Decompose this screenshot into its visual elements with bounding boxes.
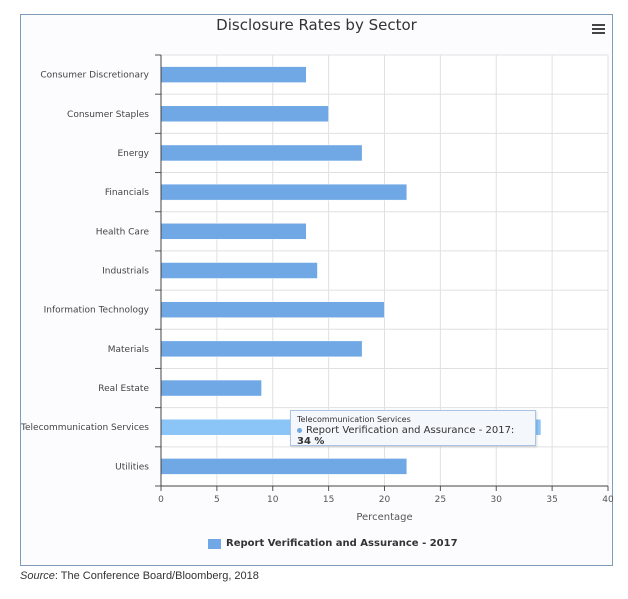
source-text: : The Conference Board/Bloomberg, 2018: [54, 570, 259, 582]
x-tick-label: 25: [435, 495, 446, 505]
category-label: Industrials: [102, 267, 149, 277]
series-dot-icon: [297, 427, 302, 433]
category-label: Telecommunication Services: [20, 423, 149, 433]
category-label: Materials: [108, 345, 150, 355]
legend-swatch: [208, 538, 221, 549]
category-label: Energy: [117, 149, 149, 159]
bar: [160, 340, 363, 358]
x-tick-label: 20: [379, 495, 391, 505]
legend-item[interactable]: Report Verification and Assurance - 2017: [208, 538, 458, 549]
category-label: Real Estate: [98, 384, 149, 394]
tooltip-value: 34 %: [297, 436, 325, 447]
bar: [160, 301, 385, 318]
category-label: Information Technology: [44, 306, 150, 316]
x-tick-label: 30: [491, 495, 503, 505]
category-label: Consumer Staples: [67, 110, 149, 120]
tooltip: Telecommunication Services Report Verifi…: [290, 410, 536, 447]
x-axis-title: Percentage: [356, 512, 412, 523]
x-tick-label: 5: [214, 495, 220, 505]
source-note: Source: The Conference Board/Bloomberg, …: [20, 570, 259, 582]
bar: [160, 379, 262, 397]
bar: [160, 262, 318, 279]
tooltip-header: Telecommunication Services: [297, 415, 411, 424]
chart-title: Disclosure Rates by Sector: [216, 16, 417, 34]
source-prefix: Source: [20, 570, 55, 582]
hamburger-icon[interactable]: [592, 24, 605, 36]
bar: [160, 458, 408, 475]
x-tick-label: 40: [602, 495, 614, 505]
bar: [160, 183, 408, 201]
category-label: Utilities: [115, 462, 149, 472]
x-tick-label: 15: [323, 495, 334, 505]
category-label: Consumer Discretionary: [40, 71, 149, 81]
category-label: Financials: [105, 188, 149, 198]
bar: [160, 105, 329, 123]
legend-label: Report Verification and Assurance - 2017: [226, 538, 458, 549]
tooltip-label: Report Verification and Assurance - 2017…: [306, 425, 515, 436]
x-tick-label: 10: [267, 495, 279, 505]
x-tick-label: 35: [546, 495, 557, 505]
category-label: Health Care: [96, 227, 150, 237]
bar: [160, 66, 307, 83]
bar: [160, 144, 363, 162]
x-tick-label: 0: [158, 495, 164, 505]
bar: [160, 223, 307, 240]
